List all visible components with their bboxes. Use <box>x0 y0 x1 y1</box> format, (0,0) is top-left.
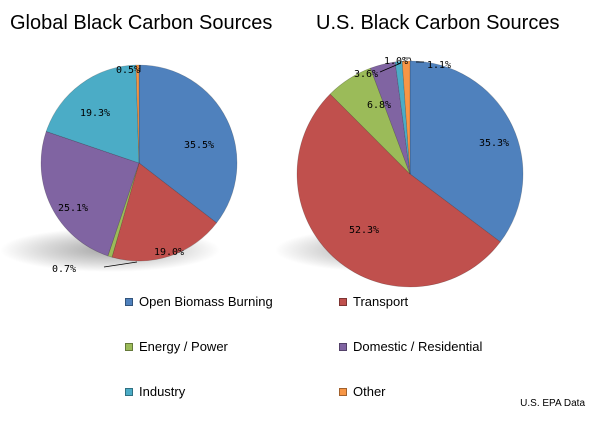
global-chart-title: Global Black Carbon Sources <box>10 12 273 34</box>
pie-slice-transport <box>111 162 217 262</box>
data-label-domestic-residential: 3.6% <box>354 69 378 80</box>
pie-slice-other <box>135 64 140 164</box>
pie-slice-industry <box>45 64 140 164</box>
data-label-industry: 19.3% <box>80 108 110 119</box>
pie-slice-transport <box>296 93 501 288</box>
leader-line <box>379 62 402 73</box>
data-label-other: 0.5% <box>116 65 140 76</box>
source-note: U.S. EPA Data <box>520 398 585 409</box>
data-label-open-biomass: 35.3% <box>479 138 509 149</box>
pie-slice-open-biomass <box>138 64 238 224</box>
us-chart-title: U.S. Black Carbon Sources <box>316 12 560 34</box>
pie-slice-energy-power <box>329 67 411 175</box>
leader-line <box>103 261 138 268</box>
pie-slice-energy-power <box>107 162 140 258</box>
data-label-transport: 52.3% <box>349 225 379 236</box>
pie-slice-open-biomass <box>409 60 524 243</box>
leader-line <box>404 57 412 62</box>
global-pie: 35.5% 19.0% 0.7% 25.1% 19.3% 0.5% <box>40 64 238 275</box>
pie-slice-other <box>401 60 411 175</box>
pie-slice-industry <box>394 60 411 175</box>
us-pie: 35.3% 52.3% 6.8% 3.6% 1.0% 1.1% <box>296 56 524 288</box>
data-label-other: 1.1% <box>427 60 451 71</box>
data-label-domestic-residential: 25.1% <box>58 203 88 214</box>
data-label-energy-power: 6.8% <box>367 100 391 111</box>
pie-slice-domestic-residential <box>370 61 411 175</box>
data-label-transport: 19.0% <box>154 247 184 258</box>
data-label-energy-power: 0.7% <box>52 264 76 275</box>
data-label-open-biomass: 35.5% <box>184 140 214 151</box>
pie-slice-domestic-residential <box>40 131 140 257</box>
data-label-industry: 1.0% <box>384 56 408 67</box>
